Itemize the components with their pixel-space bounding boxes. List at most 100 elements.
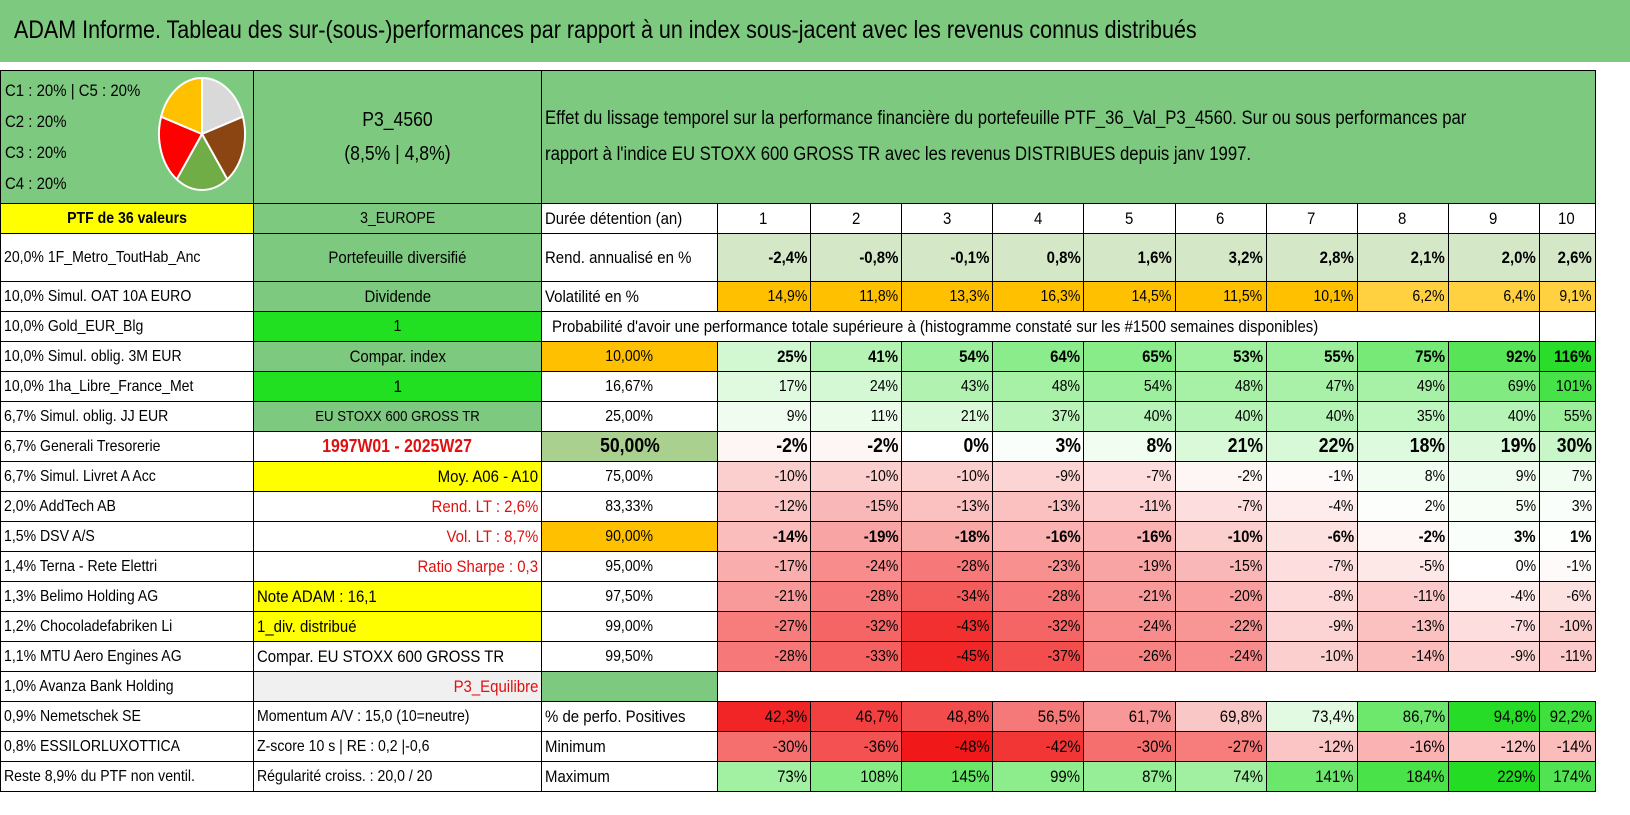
rend-value-text: -0,1%: [950, 247, 990, 267]
probability-value: -7%: [1265, 551, 1358, 582]
percentile-label: 90,00%: [540, 521, 719, 552]
probability-value: -13%: [992, 491, 1085, 522]
probability-value: -20%: [1174, 581, 1267, 612]
probability-value: 54%: [901, 341, 994, 372]
probability-value-text: 40%: [1234, 407, 1263, 425]
probability-value: -13%: [901, 491, 994, 522]
info-adam-note-text: Note ADAM : 16,1: [257, 586, 377, 606]
probability-value: -14%: [1356, 641, 1449, 672]
maximum-value-text: 145%: [951, 766, 990, 786]
rend-value: -0,1%: [901, 233, 994, 282]
maximum-label: Maximum: [540, 761, 719, 792]
holding-item: 10,0% Simul. OAT 10A EURO: [0, 281, 254, 312]
holding-item: Reste 8,9% du PTF non ventil.: [0, 761, 254, 792]
minimum-value: -12%: [1447, 731, 1540, 762]
holding-item-text: 20,0% 1F_Metro_ToutHab_Anc: [4, 248, 201, 266]
info-dividend: Dividende: [253, 281, 542, 312]
empty-band: [718, 672, 1596, 702]
minimum-value-text: -30%: [772, 736, 808, 756]
pie-slice-c2: [200, 115, 246, 181]
probability-value: -43%: [901, 611, 994, 642]
percentile-label-text: 16,67%: [605, 377, 654, 395]
duration-label-text: Durée détention (an): [544, 208, 683, 228]
rend-value-text: -2,4%: [768, 247, 808, 267]
portfolio-description-line1: Effet du lissage temporel sur la perform…: [544, 108, 1467, 129]
probability-value-text: 0%: [1515, 557, 1536, 575]
probability-value-text: 69%: [1507, 377, 1536, 395]
probability-value-text: 3%: [1514, 526, 1536, 546]
probability-value-text: -1%: [1566, 557, 1592, 575]
probability-value-text: -21%: [774, 587, 808, 605]
probability-header-text: Probabilité d'avoir une performance tota…: [551, 316, 1319, 336]
info-dividend-text: Dividende: [364, 286, 431, 306]
maximum-value: 184%: [1356, 761, 1449, 792]
positives-value-text: 48,8%: [946, 706, 990, 726]
year-header: 10: [1538, 203, 1596, 234]
probability-value-text: 48%: [1052, 377, 1081, 395]
probability-header: Probabilité d'avoir une performance tota…: [540, 311, 1540, 342]
holding-item: 1,1% MTU Aero Engines AG: [0, 641, 254, 672]
report-title-bar: ADAM Informe. Tableau des sur-(sous-)per…: [0, 0, 1630, 62]
maximum-value-text: 174%: [1553, 766, 1592, 786]
title-separator: [0, 62, 1630, 68]
probability-value: 65%: [1083, 341, 1176, 372]
probability-value: -10%: [717, 461, 812, 492]
probability-value-text: 0%: [963, 435, 990, 457]
probability-value-text: 101%: [1555, 377, 1592, 395]
holding-item: 2,0% AddTech AB: [0, 491, 254, 522]
vol-value-text: 13,3%: [949, 287, 990, 305]
probability-value: -11%: [1356, 581, 1449, 612]
info-sharpe: Ratio Sharpe : 0,3: [253, 551, 542, 582]
maximum-value-text: 184%: [1406, 766, 1445, 786]
probability-value: -5%: [1356, 551, 1449, 582]
probability-value-text: -24%: [865, 557, 899, 575]
probability-value-text: -14%: [1411, 647, 1445, 665]
probability-value-text: 53%: [1232, 346, 1263, 366]
holding-item: 20,0% 1F_Metro_ToutHab_Anc: [0, 233, 254, 282]
vol-value: 6,4%: [1447, 281, 1540, 312]
vol-value: 10,1%: [1265, 281, 1358, 312]
probability-value: -4%: [1265, 491, 1358, 522]
holding-item: 1,0% Avanza Bank Holding: [0, 671, 254, 702]
probability-value: 75%: [1356, 341, 1449, 372]
info-vol-lt-text: Vol. LT : 8,7%: [446, 526, 538, 546]
vol-value: 6,2%: [1356, 281, 1449, 312]
probability-value: -10%: [901, 461, 994, 492]
positives-value: 94,8%: [1447, 701, 1540, 732]
allocation-pie-chart: [158, 76, 246, 191]
probability-value: 0%: [1447, 551, 1540, 582]
grid-row: 6,7% Simul. oblig. JJ EUR EU STOXX 600 GR…: [0, 401, 1596, 432]
probability-value: -16%: [1083, 521, 1176, 552]
vol-value: 11,5%: [1174, 281, 1267, 312]
probability-value-text: 24%: [870, 377, 899, 395]
probability-value-text: -5%: [1419, 557, 1445, 575]
empty-green-cell: [540, 671, 719, 702]
positives-value: 69,8%: [1174, 701, 1267, 732]
probability-value-text: 40%: [1507, 407, 1536, 425]
probability-value: -13%: [1356, 611, 1449, 642]
maximum-value: 73%: [717, 761, 812, 792]
probability-value: 116%: [1538, 341, 1596, 372]
rend-value: 1,6%: [1083, 233, 1176, 282]
year-header-text: 4: [1033, 208, 1043, 228]
vol-value-text: 11,8%: [859, 287, 899, 305]
probability-value-text: 55%: [1563, 407, 1592, 425]
rend-value-text: 2,8%: [1319, 247, 1354, 267]
year-header-text: 1: [759, 208, 768, 228]
vol-value-text: 11,5%: [1223, 287, 1263, 305]
info-compare-index-text: Compar. index: [349, 346, 446, 366]
probability-value: -21%: [1083, 581, 1176, 612]
percentile-label-text: 99,50%: [605, 647, 654, 665]
probability-value-text: -20%: [1229, 587, 1263, 605]
probability-value: -28%: [992, 581, 1085, 612]
year-header-text: 3: [942, 208, 951, 228]
rend-value-text: 2,6%: [1557, 247, 1592, 267]
minimum-value: -14%: [1538, 731, 1596, 762]
probability-value-text: -23%: [1047, 557, 1081, 575]
probability-value: 25%: [717, 341, 812, 372]
maximum-value: 108%: [810, 761, 903, 792]
grid-row: 0,9% Nemetschek SE Momentum A/V : 15,0 (1…: [0, 701, 1596, 732]
probability-value-text: -45%: [956, 647, 990, 665]
holding-item: 1,5% DSV A/S: [0, 521, 254, 552]
rend-value-text: 0,8%: [1046, 247, 1081, 267]
